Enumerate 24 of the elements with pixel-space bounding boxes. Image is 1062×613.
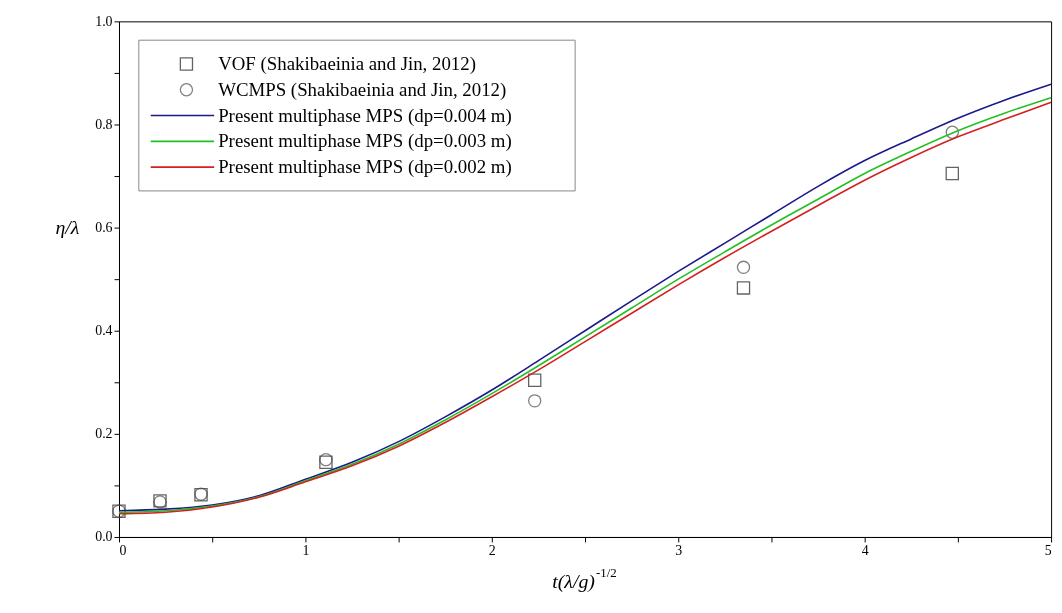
point [527, 394, 542, 408]
x-tick-label: 3 [675, 543, 683, 559]
point [736, 260, 751, 275]
x-tick-label: 4 [861, 543, 869, 559]
y-tick-label: 1.0 [95, 13, 113, 29]
point [527, 373, 542, 387]
y-axis-title: η/λ [55, 215, 80, 238]
x-tick-label: 2 [488, 543, 496, 559]
legend-label: WCMPS (Shakibaeinia and Jin, 2012) [218, 78, 507, 101]
y-tick-label: 0.6 [95, 220, 113, 236]
legend-label: Present multiphase MPS (dp=0.003 m) [218, 130, 512, 153]
y-tick-label: 0.8 [95, 116, 113, 132]
point [945, 125, 960, 139]
legend-label: VOF (Shakibaeinia and Jin, 2012) [218, 52, 476, 75]
y-tick-label: 0.0 [95, 529, 113, 545]
y-tick-label: 0.4 [95, 323, 113, 339]
legend-label: Present multiphase MPS (dp=0.002 m) [218, 156, 512, 179]
x-tick-label: 5 [1044, 543, 1052, 559]
x-tick-label: 0 [119, 543, 127, 559]
x-tick-label: 1 [302, 543, 310, 559]
legend-label: Present multiphase MPS (dp=0.004 m) [218, 104, 512, 127]
y-tick-label: 0.2 [95, 426, 113, 442]
point [736, 281, 751, 295]
point [945, 166, 960, 181]
